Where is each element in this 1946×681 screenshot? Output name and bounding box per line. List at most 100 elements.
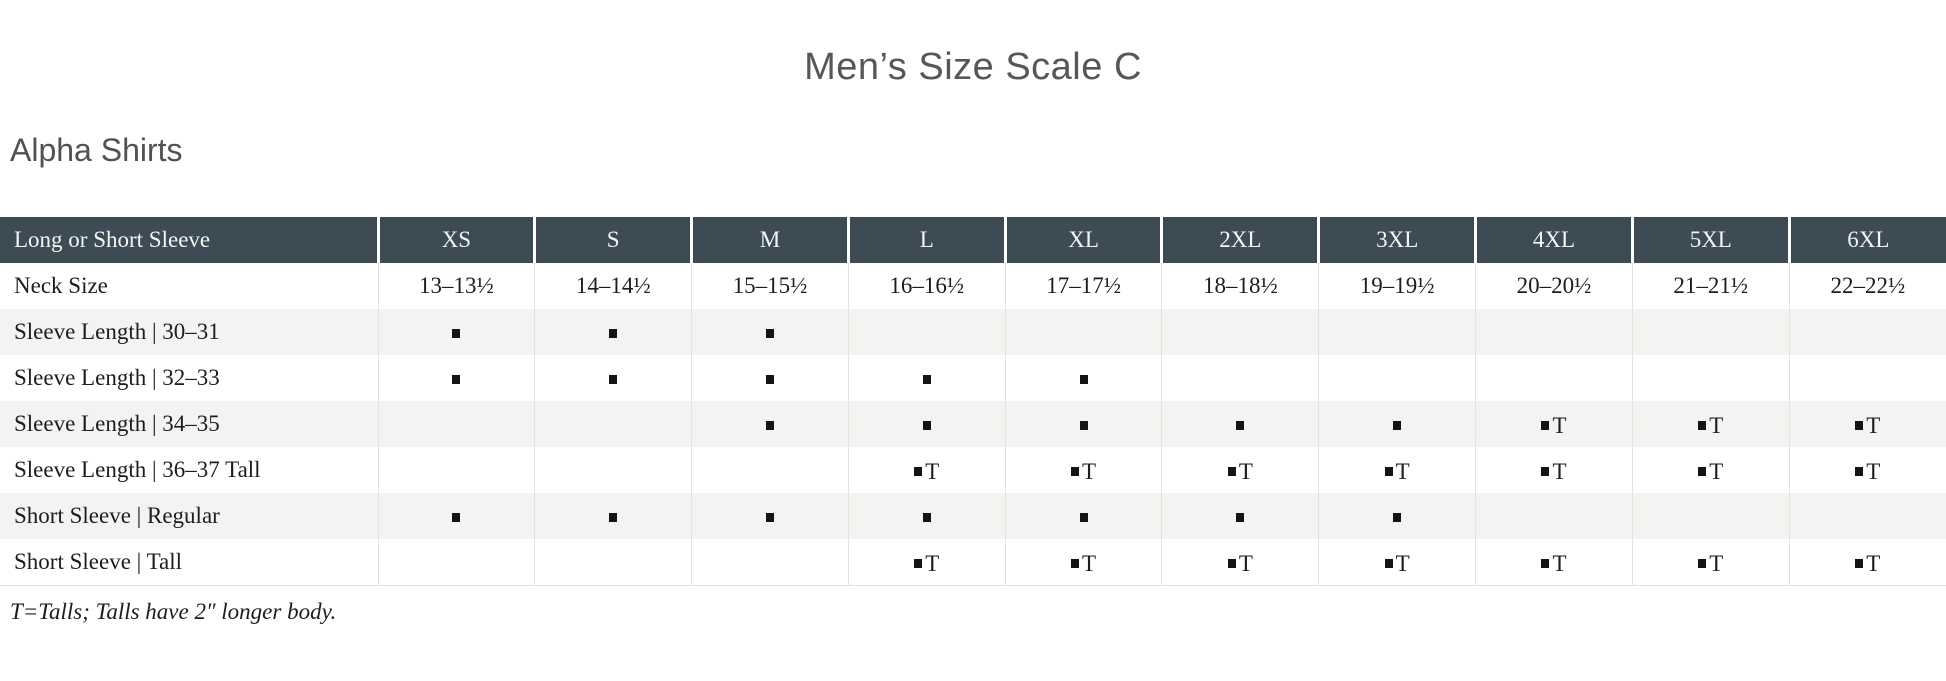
filled-square-icon <box>1698 467 1707 477</box>
availability-cell: T <box>1318 539 1476 586</box>
availability-cell <box>691 309 849 355</box>
availability-cell: T <box>1161 447 1319 493</box>
filled-square-icon <box>1079 513 1088 523</box>
availability-cell <box>534 309 692 355</box>
availability-cell <box>1004 401 1162 447</box>
filled-square-icon <box>1227 467 1236 477</box>
empty-cell <box>1631 309 1790 355</box>
tall-letter: T <box>1866 550 1881 576</box>
availability-cell: T <box>1631 539 1790 586</box>
empty-cell <box>534 539 692 586</box>
filled-square-icon <box>1541 467 1550 477</box>
tall-letter: T <box>1709 459 1724 485</box>
table-row: Neck Size 13–13½ 14–14½ 15–15½ 16–16½ 17–17½ 1… <box>0 263 1946 309</box>
availability-mark: T <box>1855 414 1880 437</box>
availability-mark <box>765 329 774 339</box>
availability-cell: T <box>1475 539 1633 586</box>
availability-mark <box>765 375 774 385</box>
availability-mark: T <box>1071 552 1096 575</box>
availability-mark: T <box>1698 414 1723 437</box>
availability-mark <box>452 513 461 523</box>
availability-cell <box>691 401 849 447</box>
availability-cell: T <box>1788 539 1946 586</box>
filled-square-icon <box>922 513 931 523</box>
empty-cell <box>1161 355 1319 401</box>
availability-mark <box>922 513 931 523</box>
filled-square-icon <box>609 513 618 523</box>
availability-mark: T <box>1541 459 1567 485</box>
availability-mark: T <box>914 460 939 483</box>
availability-mark: T <box>1698 460 1723 483</box>
availability-mark <box>765 421 774 431</box>
table-row: Sleeve Length | 32–33 <box>0 355 1946 401</box>
filled-square-icon <box>452 375 461 385</box>
availability-mark <box>452 329 461 339</box>
table-row: Short Sleeve | Tall T T T T T T T <box>0 539 1946 586</box>
availability-cell: T <box>1004 539 1162 586</box>
filled-square-icon <box>1227 558 1236 568</box>
neck-size-cell: 21–21½ <box>1631 263 1790 309</box>
availability-cell: T <box>1161 539 1319 586</box>
header-size-xs: XS <box>376 217 535 263</box>
filled-square-icon <box>609 329 618 339</box>
header-label: Long or Short Sleeve <box>0 217 378 263</box>
tall-letter: T <box>1709 550 1724 576</box>
footnote: T=Talls; Talls have 2″ longer body. <box>10 598 337 624</box>
section-heading: Alpha Shirts <box>10 132 183 168</box>
neck-size-cell: 22–22½ <box>1788 263 1946 309</box>
neck-size-cell: 16–16½ <box>847 263 1006 309</box>
availability-cell: T <box>1788 401 1946 447</box>
availability-cell: T <box>1788 447 1946 493</box>
table-row: Sleeve Length | 34–35 T T T <box>0 401 1946 447</box>
availability-cell <box>691 493 849 539</box>
availability-mark: T <box>1855 552 1880 575</box>
row-label: Short Sleeve | Regular <box>0 493 378 539</box>
filled-square-icon <box>609 375 618 385</box>
filled-square-icon <box>1079 421 1088 431</box>
filled-square-icon <box>1079 375 1088 385</box>
tall-letter: T <box>1395 459 1410 485</box>
filled-square-icon <box>452 329 461 339</box>
header-size-s: S <box>533 217 692 263</box>
empty-cell <box>377 539 535 586</box>
availability-cell <box>377 309 535 355</box>
availability-mark <box>765 513 774 523</box>
size-table-header: Long or Short Sleeve XS S M L XL 2XL 3XL 4XL 5XL… <box>0 217 1946 263</box>
availability-cell <box>1004 493 1162 539</box>
availability-cell <box>377 355 535 401</box>
availability-cell: T <box>1475 447 1633 493</box>
empty-cell <box>1475 355 1633 401</box>
neck-size-cell: 20–20½ <box>1475 263 1633 309</box>
neck-size-cell: 14–14½ <box>534 263 692 309</box>
empty-cell <box>534 401 692 447</box>
size-table: Long or Short Sleeve XS S M L XL 2XL 3XL 4XL 5XL… <box>0 217 1946 586</box>
availability-mark <box>1393 421 1402 431</box>
header-size-4xl: 4XL <box>1474 217 1633 263</box>
header-size-3xl: 3XL <box>1317 217 1476 263</box>
header-size-2xl: 2XL <box>1160 217 1319 263</box>
empty-cell <box>1788 355 1946 401</box>
empty-cell <box>377 401 535 447</box>
empty-cell <box>1475 309 1633 355</box>
neck-size-cell: 13–13½ <box>377 263 535 309</box>
size-table-body: Neck Size 13–13½ 14–14½ 15–15½ 16–16½ 17–17½ 1… <box>0 263 1946 586</box>
filled-square-icon <box>1071 467 1080 477</box>
row-label: Sleeve Length | 32–33 <box>14 365 220 390</box>
empty-cell <box>534 447 692 493</box>
empty-cell <box>1631 355 1790 401</box>
neck-size-cell: 15–15½ <box>691 263 849 309</box>
filled-square-icon <box>1698 558 1707 568</box>
tall-letter: T <box>1866 413 1881 439</box>
availability-cell <box>377 493 535 539</box>
neck-size-cell: 19–19½ <box>1318 263 1476 309</box>
availability-cell: T <box>1004 447 1162 493</box>
filled-square-icon <box>1698 421 1707 431</box>
row-label: Neck Size <box>14 273 108 298</box>
tall-letter: T <box>1552 459 1567 485</box>
tall-letter: T <box>925 550 940 576</box>
empty-cell <box>377 447 535 493</box>
table-row: Sleeve Length | 36–37 Tall T T T T T T T <box>0 447 1946 493</box>
filled-square-icon <box>1236 513 1245 523</box>
tall-letter: T <box>1238 550 1253 576</box>
empty-cell <box>1788 309 1946 355</box>
